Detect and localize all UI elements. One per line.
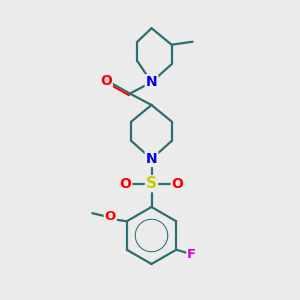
Text: N: N bbox=[146, 75, 157, 89]
Text: O: O bbox=[119, 177, 131, 190]
Text: O: O bbox=[100, 74, 112, 88]
Text: S: S bbox=[146, 176, 157, 191]
Text: F: F bbox=[187, 248, 196, 261]
Text: O: O bbox=[105, 210, 116, 223]
Text: O: O bbox=[172, 177, 184, 190]
Text: N: N bbox=[146, 152, 157, 166]
